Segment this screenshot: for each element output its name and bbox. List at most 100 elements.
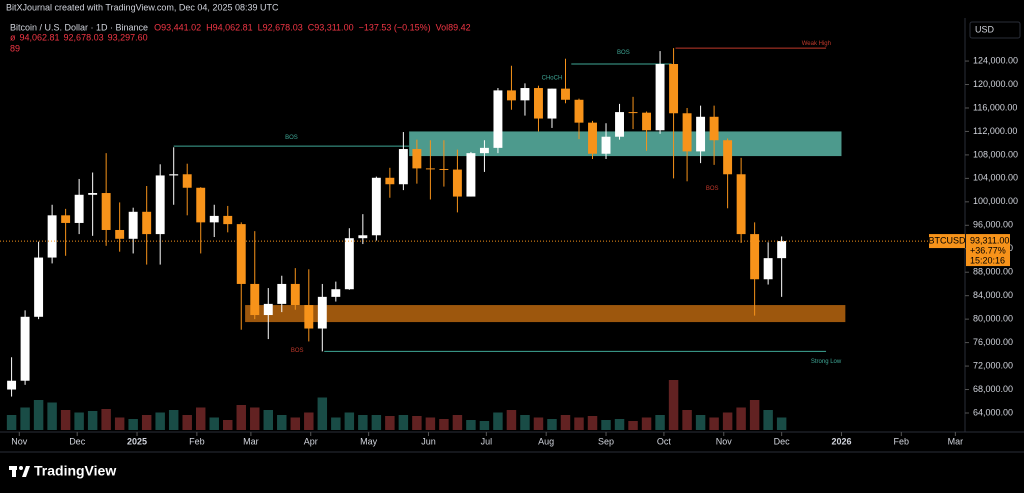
- ohlc-value: C93,311.00: [308, 22, 354, 32]
- annotation: Strong Low: [811, 359, 842, 365]
- y-tick-label: 72,000.00: [973, 360, 1013, 370]
- candle-body: [777, 241, 787, 259]
- volume-bar: [641, 417, 652, 430]
- symbol: Bitcoin / U.S. Dollar · 1D · Binance: [10, 22, 148, 32]
- volume-bar: [547, 419, 557, 430]
- y-tick-label: 84,000.00: [973, 290, 1013, 300]
- candle-body: [331, 289, 341, 297]
- zone: [409, 131, 842, 157]
- y-tick-label: 112,000.00: [973, 126, 1017, 136]
- volume-bar: [398, 415, 409, 430]
- volume-bar: [628, 421, 638, 430]
- candle-body: [750, 234, 760, 280]
- volume-bar: [533, 417, 544, 430]
- attribution: BitXJournal created with TradingView.com…: [6, 2, 279, 12]
- y-tick-label: 100,000.00: [973, 196, 1018, 206]
- candle-body: [601, 136, 611, 154]
- candle-body: [7, 380, 17, 390]
- volume-bar: [331, 417, 341, 430]
- volume-bar: [263, 410, 273, 430]
- volume-bar: [236, 405, 246, 430]
- ticker-tag-bg: [929, 234, 965, 249]
- candle-body: [304, 305, 314, 329]
- volume-bar: [493, 412, 503, 430]
- candle-body: [628, 112, 638, 114]
- volume-bar: [20, 407, 30, 430]
- volume-bar: [709, 417, 719, 430]
- x-tick-label: Mar: [948, 436, 964, 446]
- y-tick-label: 64,000.00: [973, 407, 1013, 417]
- volume-bar: [479, 421, 490, 430]
- x-tick-label: Nov: [716, 436, 733, 446]
- annotation: CHoCH: [542, 76, 563, 82]
- volume-bar: [250, 407, 260, 430]
- x-tick-label: Feb: [894, 436, 910, 446]
- candle-body: [155, 175, 165, 235]
- volume-bar: [560, 415, 571, 430]
- candle-body: [709, 116, 719, 141]
- volume-bar: [60, 410, 71, 430]
- ohlc-value: Vol89.42: [436, 22, 471, 32]
- volume-bar: [87, 411, 98, 430]
- candle-body: [506, 90, 516, 101]
- candle-body: [642, 112, 652, 131]
- candle-body: [385, 177, 395, 185]
- volume-bar: [277, 415, 287, 430]
- zone: [245, 305, 846, 323]
- candle-body: [655, 63, 665, 131]
- currency-box[interactable]: [969, 21, 1021, 39]
- volume-bar: [655, 415, 665, 430]
- volume-bar: [601, 420, 611, 430]
- candle-body: [479, 147, 489, 154]
- annotation: BOS: [617, 50, 630, 56]
- ohlc-value: L92,678.03: [258, 22, 303, 32]
- candle-body: [452, 169, 462, 197]
- x-tick-label: Sep: [598, 436, 614, 446]
- volume-bar: [614, 419, 625, 430]
- x-tick-label: Dec: [774, 436, 791, 446]
- brand: TradingView: [34, 463, 116, 479]
- x-tick-label: Apr: [304, 436, 318, 446]
- volume-bar: [101, 409, 111, 430]
- candle-body: [74, 194, 84, 223]
- volume-bar: [574, 417, 584, 430]
- x-tick-label: Nov: [11, 436, 28, 446]
- candle-body: [20, 316, 30, 381]
- x-tick-label: Feb: [189, 436, 205, 446]
- x-tick-label: Mar: [243, 436, 259, 446]
- candle-body: [534, 88, 543, 119]
- volume-bar: [195, 407, 206, 430]
- candle-body: [236, 224, 246, 284]
- candle-body: [290, 283, 300, 306]
- candle-body: [466, 153, 476, 197]
- volume-bar: [114, 417, 125, 430]
- indicator-value: 92,678.03: [64, 32, 104, 42]
- candle-body: [250, 283, 260, 316]
- candle-body: [669, 63, 679, 114]
- volume-bar: [682, 410, 692, 430]
- candle-body: [615, 112, 624, 137]
- y-tick-label: 108,000.00: [973, 149, 1018, 159]
- brand-logo: [9, 466, 30, 477]
- y-tick-label: 68,000.00: [973, 384, 1013, 394]
- candle-body: [682, 113, 692, 152]
- x-tick-label: Oct: [657, 436, 672, 446]
- candle-body: [493, 90, 503, 148]
- volume-bar: [182, 415, 192, 430]
- y-tick-label: 120,000.00: [973, 79, 1018, 89]
- volume-bar: [168, 410, 179, 430]
- candle-body: [115, 229, 125, 239]
- volume-bar: [371, 415, 382, 430]
- volume-bar: [317, 397, 328, 430]
- candle-body: [547, 88, 557, 119]
- y-tick-label: 104,000.00: [973, 173, 1018, 183]
- ohlc-value: −137.53 (−0.15%): [359, 22, 431, 32]
- candle-body: [696, 116, 706, 152]
- candle-body: [763, 258, 773, 280]
- y-tick-label: 88,000.00: [973, 267, 1013, 277]
- candle-body: [61, 215, 71, 223]
- annotation: Weak High: [802, 41, 831, 47]
- volume-bar: [695, 415, 706, 430]
- volume-bar: [412, 416, 422, 430]
- x-tick-label: Jul: [481, 436, 493, 446]
